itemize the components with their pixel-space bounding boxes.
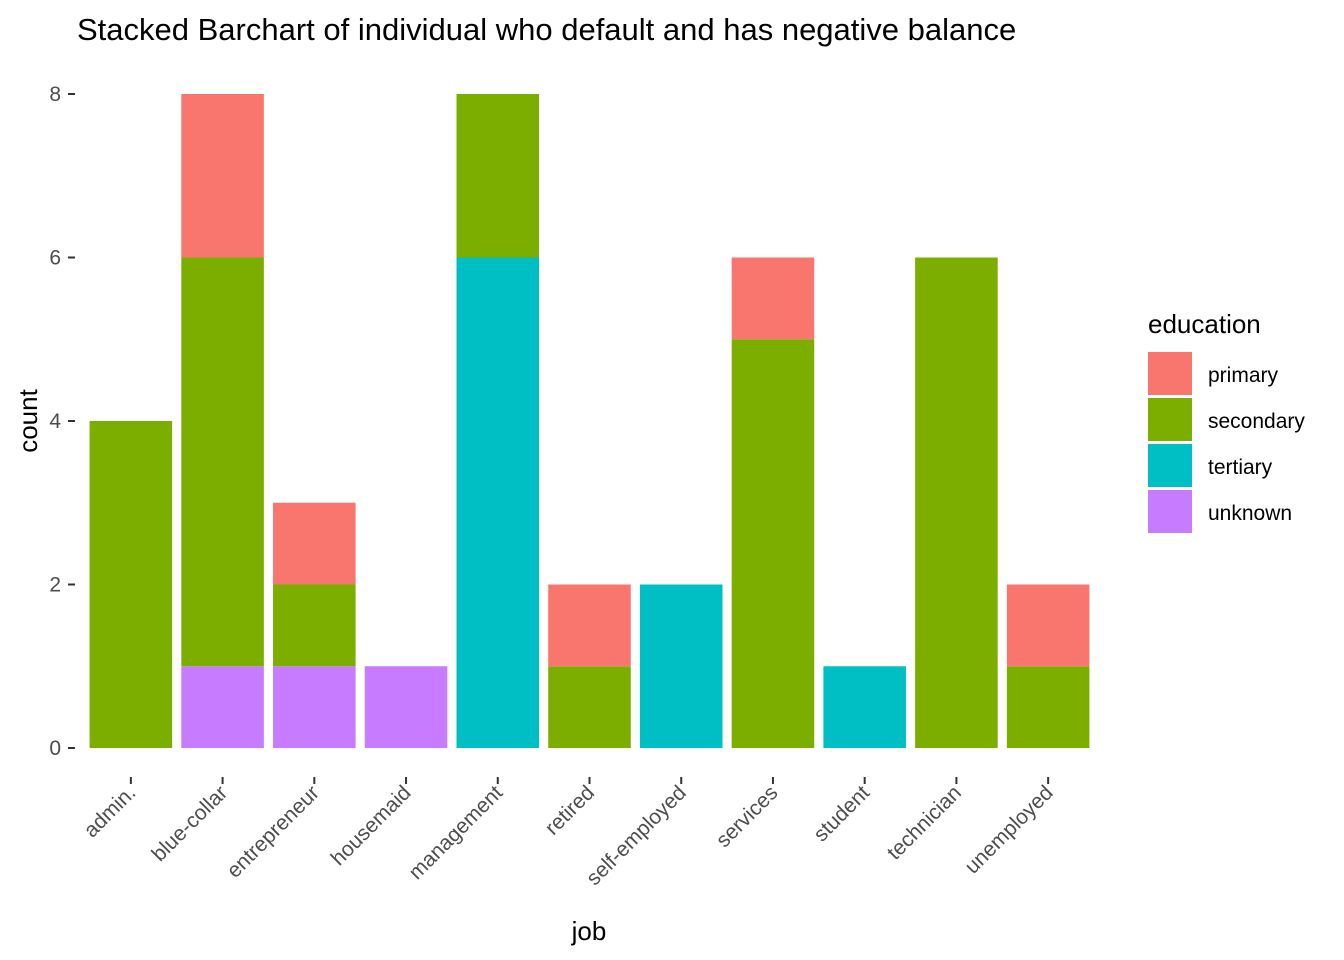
bar-segment-secondary (181, 257, 264, 667)
bar-segment-primary (548, 584, 631, 667)
y-tick-label: 0 (49, 737, 61, 760)
y-tick-label: 8 (49, 83, 61, 106)
bar-segment-secondary (548, 666, 631, 748)
x-tick-label: housemaid (327, 781, 416, 870)
y-axis: 0 2 4 6 8 (49, 83, 75, 760)
legend-label-unknown: unknown (1208, 502, 1292, 525)
x-axis-title: job (571, 916, 607, 946)
chart-title: Stacked Barchart of individual who defau… (77, 12, 1016, 47)
legend-label-secondary: secondary (1208, 410, 1305, 433)
legend-title: education (1148, 309, 1261, 339)
legend-key-secondary (1148, 398, 1192, 441)
x-tick-label: retired (541, 781, 599, 839)
bar-segment-secondary (1006, 666, 1090, 748)
y-tick-label: 2 (49, 574, 61, 597)
legend-key-tertiary (1148, 444, 1192, 487)
y-tick-label: 4 (49, 410, 61, 433)
bar-segment-unknown (364, 666, 448, 748)
legend-key-unknown (1148, 490, 1192, 533)
legend: education primary secondary tertiary unknow… (1148, 309, 1305, 533)
x-tick-label: services (712, 781, 783, 852)
plot-area (89, 94, 1090, 748)
bar-segment-unknown (181, 666, 264, 748)
bar-segment-tertiary (456, 257, 540, 748)
x-tick-label: entrepreneur (223, 781, 324, 882)
x-tick-label: student (809, 781, 874, 846)
bar-segment-secondary (456, 94, 540, 258)
bar-segment-primary (731, 257, 815, 340)
legend-label-primary: primary (1208, 364, 1279, 387)
legend-label-tertiary: tertiary (1208, 456, 1273, 479)
y-axis-title: count (13, 388, 43, 452)
x-tick-label: management (404, 781, 507, 884)
y-tick-label: 6 (49, 247, 61, 270)
bar-segment-primary (181, 94, 264, 258)
bar-segment-tertiary (639, 584, 723, 748)
legend-key-primary (1148, 352, 1192, 395)
bar-segment-secondary (915, 257, 998, 748)
bar-segment-primary (1006, 584, 1090, 667)
bar-segment-primary (273, 502, 356, 585)
bar-segment-secondary (731, 339, 815, 748)
x-tick-label: admin. (80, 781, 141, 842)
bar-segment-secondary (273, 584, 356, 667)
x-tick-label: blue-collar (147, 781, 232, 866)
bar-segment-unknown (273, 666, 356, 748)
bar-segment-tertiary (823, 666, 906, 748)
x-tick-label: technician (883, 781, 966, 864)
bar-segment-secondary (89, 421, 173, 748)
x-tick-label: unemployed (961, 781, 1058, 878)
